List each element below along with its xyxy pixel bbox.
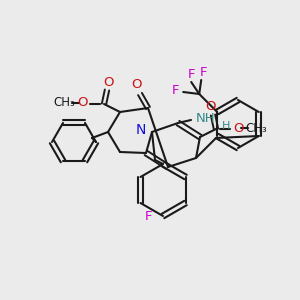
Text: F: F — [200, 65, 207, 79]
Text: CH₃: CH₃ — [53, 97, 75, 110]
Text: F: F — [188, 68, 195, 80]
Text: F: F — [144, 209, 152, 223]
Text: NH: NH — [196, 112, 216, 124]
Text: O: O — [104, 76, 114, 88]
Text: N: N — [136, 123, 146, 137]
Text: O: O — [206, 100, 216, 113]
Text: O: O — [131, 79, 141, 92]
Text: H: H — [222, 121, 230, 131]
Text: F: F — [172, 85, 179, 98]
Text: O: O — [77, 97, 87, 110]
Text: CH₃: CH₃ — [245, 122, 267, 134]
Text: O: O — [233, 122, 243, 134]
